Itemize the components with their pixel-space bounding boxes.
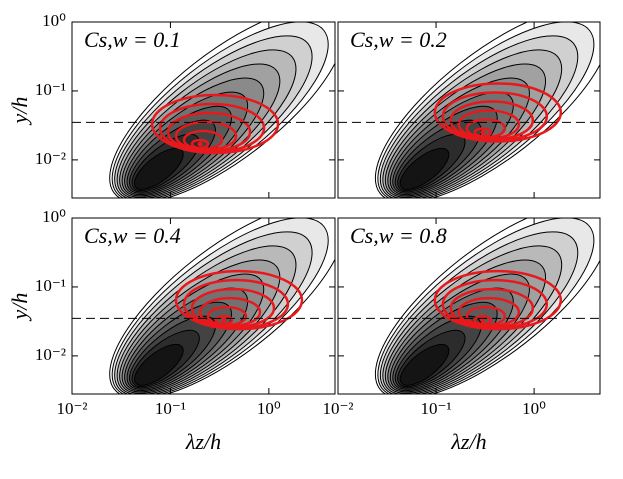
red-contour: [150, 93, 280, 155]
frame: [71, 217, 336, 395]
annotation: Cs,w = 0.4: [84, 223, 181, 248]
y-axis-label: y/h: [7, 97, 32, 126]
contour: [399, 147, 450, 190]
y-axis-label: y/h: [7, 293, 32, 322]
x-tick-label: 10⁻¹: [421, 399, 452, 418]
red-peak: [221, 317, 227, 323]
plot-area: [374, 22, 600, 198]
red-contour: [433, 82, 563, 143]
y-tick-label: 10⁰: [42, 207, 66, 226]
frame: [71, 21, 336, 199]
contour: [399, 343, 450, 386]
y-tick-label: 10⁻¹: [35, 276, 66, 295]
annotation: Cs,w = 0.1: [84, 27, 181, 52]
frame: [337, 21, 601, 199]
x-tick-label: 10⁻²: [56, 399, 87, 418]
x-tick-label: 10⁰: [522, 399, 546, 418]
red-contour: [433, 269, 563, 331]
y-tick-label: 10⁻¹: [35, 80, 66, 99]
plot-area: [109, 22, 335, 198]
plot-area: [109, 218, 335, 394]
contour: [134, 147, 184, 190]
contour: [134, 343, 184, 386]
red-peak: [480, 129, 486, 135]
x-tick-label: 10⁻¹: [155, 399, 186, 418]
y-tick-label: 10⁻²: [35, 149, 66, 168]
x-tick-label: 10⁻²: [322, 399, 353, 418]
plot-area: [374, 218, 600, 394]
frame: [337, 217, 601, 395]
x-tick-label: 10⁰: [257, 399, 281, 418]
y-tick-label: 10⁻²: [35, 345, 66, 364]
annotation: Cs,w = 0.8: [350, 223, 447, 248]
x-axis-label: λz/h: [185, 429, 221, 454]
red-peak: [480, 317, 486, 323]
annotation: Cs,w = 0.2: [350, 27, 447, 52]
red-contour: [174, 269, 304, 331]
x-axis-label: λz/h: [450, 429, 486, 454]
red-peak: [197, 141, 203, 147]
y-tick-label: 10⁰: [42, 11, 66, 30]
